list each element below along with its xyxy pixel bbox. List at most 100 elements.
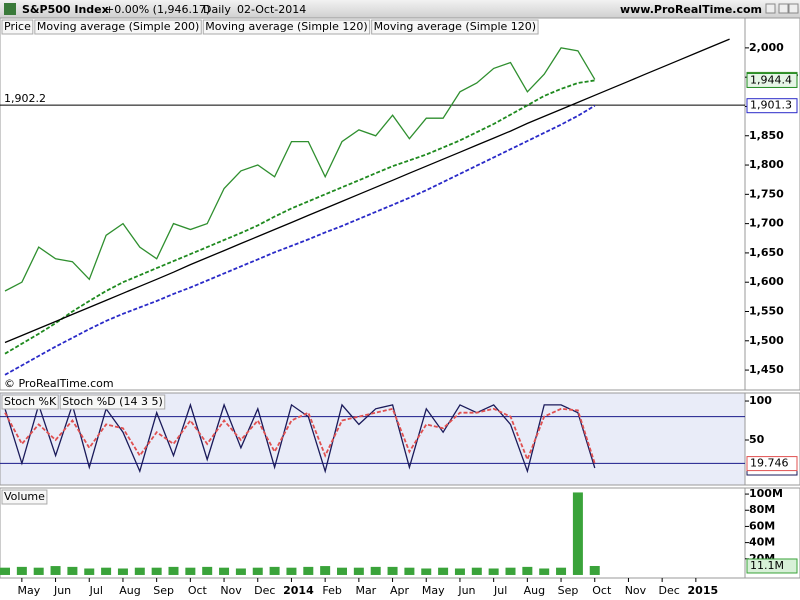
x-tick-label: Dec <box>659 584 680 597</box>
volume-bar <box>505 567 516 575</box>
volume-bar <box>387 566 398 575</box>
volume-bar <box>117 568 128 575</box>
volume-bar <box>185 567 196 575</box>
copyright: © ProRealTime.com <box>4 377 114 390</box>
plot-area: 1,450 1,500 1,550 1,600 1,650 1,700 1,750 1,800… <box>0 17 800 597</box>
x-tick-label: Oct <box>592 584 612 597</box>
y-tick-label: 1,600 <box>749 275 784 288</box>
series-line <box>4 38 730 344</box>
volume-bar <box>286 567 297 575</box>
volume-bar <box>134 567 145 575</box>
value-label: 19.746 <box>750 457 789 470</box>
volume-bar <box>353 567 364 575</box>
x-tick-label: Nov <box>220 584 242 597</box>
volume-bar <box>50 566 61 575</box>
y-tick-label: 1,800 <box>749 158 784 171</box>
legend-box <box>1 19 34 35</box>
y-tick-label: 100M <box>749 487 783 500</box>
volume-bar <box>589 565 600 575</box>
legend-label: Moving average (Simple 120) <box>205 20 367 33</box>
volume-bar <box>337 567 347 575</box>
value-label: 1,944.4 <box>750 73 792 86</box>
x-tick-label: Jun <box>457 584 475 597</box>
x-tick-label: May <box>17 584 40 597</box>
x-tick-label: Feb <box>322 584 341 597</box>
x-tick-label: Nov <box>625 584 647 597</box>
horizontal-line-label: 1,902.2 <box>4 92 46 105</box>
volume-bar <box>471 567 482 575</box>
volume-bar <box>488 568 499 575</box>
series-line <box>4 79 595 355</box>
x-tick-label: Mar <box>355 584 376 597</box>
x-tick-label: Sep <box>558 584 579 597</box>
y-tick-label: 100 <box>749 394 772 407</box>
volume-bar <box>404 567 415 575</box>
volume-bar <box>33 567 44 575</box>
y-tick-label: 1,550 <box>749 304 784 317</box>
legend-label: Stoch %D (14 3 5) <box>62 395 163 408</box>
legend-box <box>1 394 59 410</box>
value-label: 11.1M <box>750 559 784 572</box>
volume-bar <box>370 566 381 575</box>
legend-box <box>202 19 371 35</box>
y-tick-label: 80M <box>749 503 775 516</box>
value-label-box <box>746 98 798 114</box>
legend-label: Volume <box>4 490 45 503</box>
value-label-box <box>746 456 798 472</box>
volume-bar <box>16 566 27 575</box>
value-label-box <box>746 558 798 574</box>
series-line <box>4 407 596 464</box>
x-tick-label: Dec <box>254 584 275 597</box>
volume-bar <box>303 566 314 575</box>
x-tick-label: Oct <box>188 584 208 597</box>
app-icon <box>4 3 16 15</box>
y-tick-label: 1,450 <box>749 363 784 376</box>
value-label: 1,901.3 <box>750 99 792 112</box>
minimize-button[interactable] <box>765 3 776 14</box>
volume-bar <box>522 566 533 575</box>
series-line <box>4 104 596 376</box>
volume-bar <box>202 566 213 575</box>
x-tick-label: 2014 <box>283 584 314 597</box>
x-tick-label: Aug <box>524 584 545 597</box>
volume-bar <box>421 568 432 575</box>
volume-bar <box>67 566 78 575</box>
series-line <box>4 47 596 292</box>
date: 02-Oct-2014 <box>237 3 306 16</box>
legend-label: Price <box>4 20 31 33</box>
period: Daily <box>203 3 231 16</box>
symbol: S&P500 Index <box>22 3 109 16</box>
legend-box <box>1 489 48 505</box>
x-tick-label: Sep <box>153 584 174 597</box>
volume-bar <box>252 567 263 575</box>
legend-label: Moving average (Simple 200) <box>37 20 199 33</box>
volume-bar <box>151 567 162 575</box>
value-label-box <box>746 72 798 88</box>
x-tick-label: Aug <box>119 584 140 597</box>
x-tick-label: Jul <box>89 584 103 597</box>
change: +0.00% (1,946.17) <box>105 3 210 16</box>
y-tick-label: 60M <box>749 519 775 532</box>
volume-bar <box>235 568 246 575</box>
panel-background <box>0 487 746 579</box>
volume-bar <box>438 567 449 575</box>
close-button[interactable] <box>788 3 799 14</box>
series-line <box>4 402 596 474</box>
volume-bar <box>320 566 331 575</box>
legend-box <box>34 19 202 35</box>
volume-bar <box>556 567 567 575</box>
x-tick-label: Jun <box>53 584 71 597</box>
volume-bar <box>101 567 112 575</box>
y-tick-label: 1,850 <box>749 129 784 142</box>
x-tick-label: Jul <box>493 584 507 597</box>
y-tick-label: 2,000 <box>749 41 784 54</box>
site: www.ProRealTime.com <box>620 3 762 16</box>
x-tick-label: Apr <box>390 584 410 597</box>
legend-label: Stoch %K <box>4 395 57 408</box>
maximize-button[interactable] <box>778 3 789 14</box>
y-tick-label: 1,650 <box>749 246 784 259</box>
legend-label: Moving average (Simple 120) <box>374 20 536 33</box>
y-tick-label: 1,700 <box>749 217 784 230</box>
volume-bar <box>168 566 179 575</box>
